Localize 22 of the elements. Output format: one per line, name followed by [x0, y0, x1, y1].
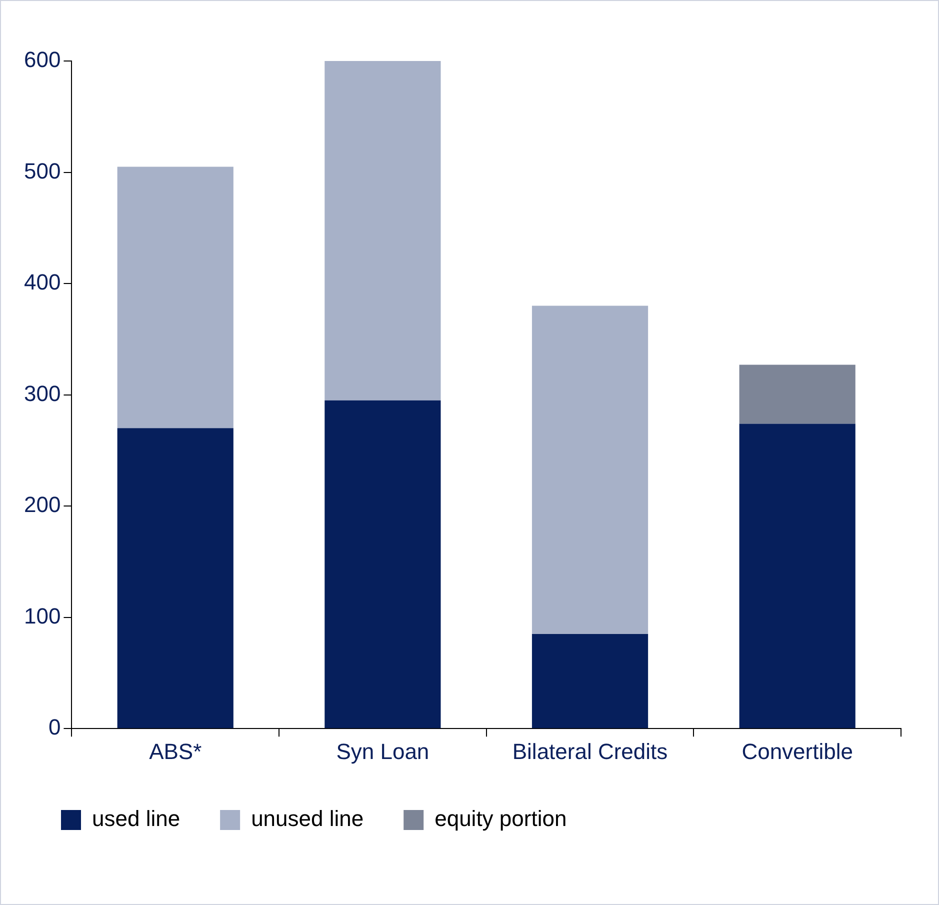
y-tick-label: 400 [24, 270, 61, 295]
y-tick-label: 100 [24, 603, 61, 628]
x-tick-label: ABS* [149, 738, 202, 764]
y-tick-label: 600 [24, 47, 61, 72]
legend-label: used line [92, 806, 180, 832]
y-tick-label: 200 [24, 492, 61, 518]
x-tick-label: Syn Loan [336, 738, 430, 764]
bar [117, 428, 234, 728]
x-tick-label: Convertible [742, 738, 853, 764]
bar [739, 364, 856, 424]
y-tick-label: 300 [24, 380, 61, 406]
legend-label: equity portion [434, 806, 567, 832]
bar [117, 166, 234, 428]
bar [739, 424, 856, 728]
y-tick-label: 0 [48, 714, 61, 740]
bar [532, 634, 648, 728]
bar [324, 61, 441, 400]
x-tick-label: Bilateral Credits [512, 738, 668, 764]
y-tick-label: 500 [24, 158, 61, 184]
legend-label: unused line [251, 806, 364, 832]
bar [324, 400, 441, 728]
bar [532, 306, 648, 634]
